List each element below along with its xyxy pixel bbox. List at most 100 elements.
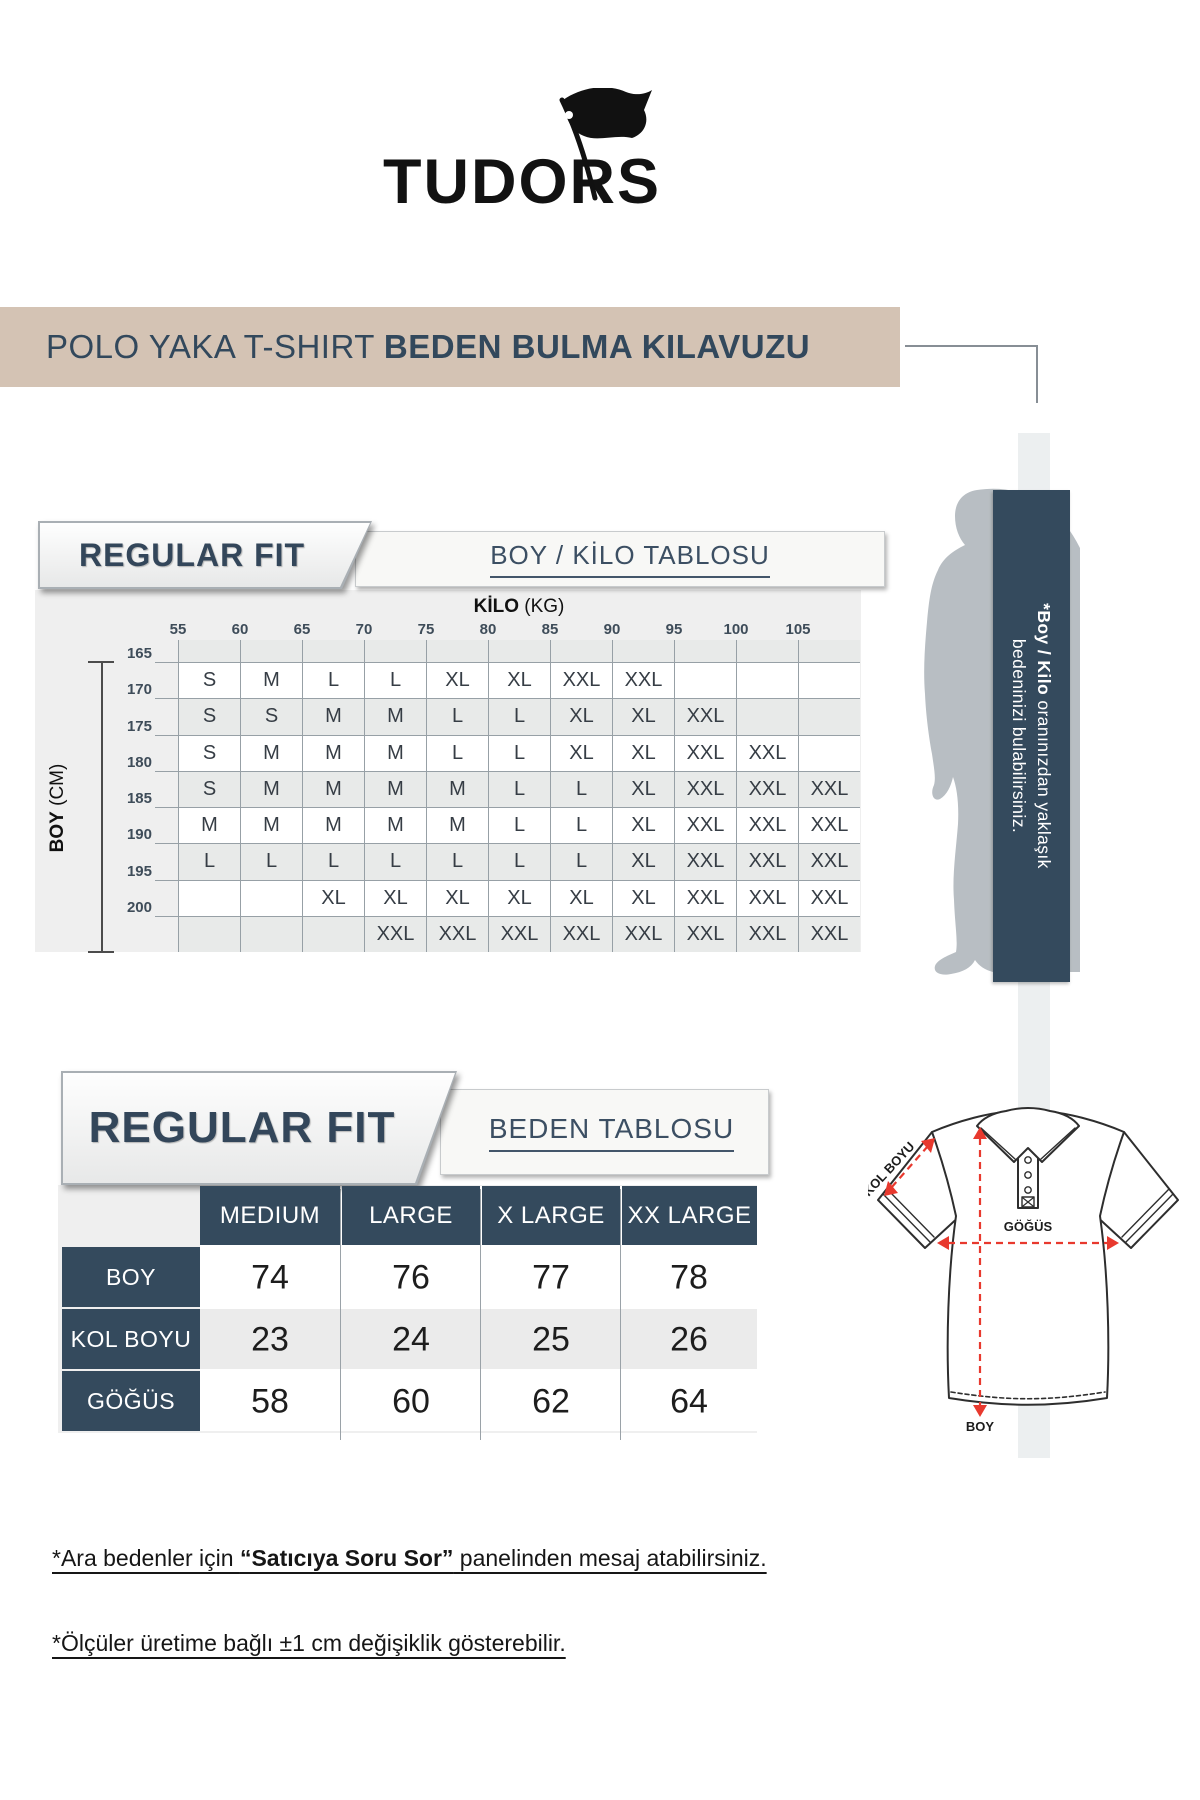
- grid-spacer-cell: [798, 640, 860, 662]
- connector-line-horizontal: [905, 345, 1037, 347]
- beden-value-cell: 24: [392, 1320, 430, 1359]
- grid-size-cell: M: [364, 734, 426, 771]
- grid-spacer-cell: [612, 640, 674, 662]
- beden-col-header: MEDIUM: [200, 1186, 340, 1245]
- grid-size-cell: [736, 662, 798, 699]
- grid-size-cell: L: [488, 807, 550, 844]
- grid-size-cell: XL: [426, 662, 488, 699]
- side-note-text: *Boy / Kilo oranınızdan yaklaşık bedenin…: [1009, 603, 1055, 869]
- beden-row-label: BOY: [62, 1247, 200, 1307]
- grid-size-cell: [240, 879, 302, 916]
- fit-label-2: REGULAR FIT: [88, 1103, 396, 1152]
- grid-size-cell: M: [302, 698, 364, 735]
- grid-size-cell: XL: [612, 843, 674, 880]
- grid-size-cell: XXL: [736, 915, 798, 952]
- grid-spacer-cell: [240, 640, 302, 662]
- grid-size-cell: XXL: [674, 807, 736, 844]
- beden-col-divider: [340, 1189, 341, 1440]
- grid-size-cell: S: [178, 770, 240, 807]
- grid-size-cell: XXL: [488, 915, 550, 952]
- grid-size-cell: XXL: [674, 915, 736, 952]
- beden-col-header: X LARGE: [482, 1186, 620, 1245]
- grid-size-cell: S: [178, 734, 240, 771]
- grid-size-cell: XL: [488, 879, 550, 916]
- beden-value-cell: 64: [670, 1382, 708, 1421]
- grid-size-cell: XL: [612, 879, 674, 916]
- beden-col-header: XX LARGE: [622, 1186, 757, 1245]
- grid-spacer-cell: [302, 640, 364, 662]
- grid-spacer-cell: [736, 640, 798, 662]
- grid-size-cell: XXL: [674, 734, 736, 771]
- grid-size-cell: L: [426, 698, 488, 735]
- grid-size-cell: XL: [302, 879, 364, 916]
- page-title: POLO YAKA T-SHIRT BEDEN BULMA KILAVUZU: [46, 328, 811, 365]
- grid-size-cell: L: [426, 843, 488, 880]
- beden-value-cell: 23: [251, 1320, 289, 1359]
- grid-size-cell: M: [364, 698, 426, 735]
- footnote-2: *Ölçüler üretime bağlı ±1 cm değişiklik …: [52, 1630, 566, 1656]
- grid-size-cell: M: [302, 734, 364, 771]
- grid-size-cell: L: [488, 698, 550, 735]
- grid-size-cell: XL: [364, 879, 426, 916]
- grid-size-cell: XXL: [550, 662, 612, 699]
- y-tick-mark: [155, 807, 178, 808]
- grid-size-cell: S: [178, 662, 240, 699]
- beden-value-cell: 25: [532, 1320, 570, 1359]
- beden-value-cell: 60: [392, 1382, 430, 1421]
- grid-size-cell: L: [488, 734, 550, 771]
- grid-size-cell: XXL: [612, 915, 674, 952]
- y-tick-mark: [155, 843, 178, 845]
- x-tick: 85: [541, 621, 559, 638]
- grid-size-cell: L: [178, 843, 240, 880]
- boy-y-ticks: 165 170 175 180 185 190 195 200: [100, 640, 178, 955]
- grid-size-cell: XXL: [736, 843, 798, 880]
- y-tick: 180: [126, 753, 152, 771]
- beden-value-cell: 62: [532, 1382, 570, 1421]
- grid-size-cell: XXL: [364, 915, 426, 952]
- x-tick: 55: [169, 621, 187, 638]
- grid-size-cell: M: [364, 770, 426, 807]
- grid-size-cell: XL: [488, 662, 550, 699]
- grid-size-cell: XXL: [736, 770, 798, 807]
- grid-size-cell: [178, 915, 240, 952]
- grid-spacer-cell: [550, 640, 612, 662]
- grid-size-cell: XXL: [674, 770, 736, 807]
- grid-size-cell: L: [302, 662, 364, 699]
- boy-kilo-title: BOY / KİLO TABLOSU: [490, 540, 770, 578]
- regular-fit-badge-1: REGULAR FIT: [38, 521, 372, 589]
- grid-size-cell: XL: [426, 879, 488, 916]
- beden-col-divider: [620, 1189, 621, 1440]
- x-tick: 65: [293, 621, 311, 638]
- beden-row-label: GÖĞÜS: [62, 1371, 200, 1431]
- x-tick: 60: [231, 621, 249, 638]
- regular-fit-badge-2: REGULAR FIT: [61, 1071, 457, 1185]
- y-tick: 175: [126, 717, 152, 735]
- grid-spacer-cell: [488, 640, 550, 662]
- grid-size-cell: [674, 662, 736, 699]
- boy-axis-label: BOY (CM): [47, 763, 68, 853]
- y-tick: 200: [126, 898, 152, 916]
- brand-logo: TUDORS: [383, 147, 661, 217]
- y-tick-mark: [155, 879, 178, 881]
- grid-size-cell: L: [302, 843, 364, 880]
- grid-size-cell: L: [488, 770, 550, 807]
- kilo-x-ticks: 55 60 65 70 75 80 85 90 95 100 105: [170, 621, 878, 638]
- boy-axis-cap-bottom: [88, 951, 114, 953]
- grid-size-cell: [798, 734, 860, 771]
- grid-size-cell: XXL: [426, 915, 488, 952]
- grid-spacer-cell: [674, 640, 736, 662]
- x-tick: 70: [355, 621, 373, 638]
- grid-size-cell: S: [240, 698, 302, 735]
- kilo-axis-label: KİLO (KG): [473, 596, 565, 617]
- grid-size-cell: XL: [612, 807, 674, 844]
- boy-axis-line: [101, 662, 103, 952]
- grid-size-cell: XXL: [798, 879, 860, 916]
- grid-spacer-cell: [364, 640, 426, 662]
- beden-value-cell: 26: [670, 1320, 708, 1359]
- y-tick: 195: [126, 862, 152, 880]
- x-tick: 80: [479, 621, 497, 638]
- grid-size-cell: [240, 915, 302, 952]
- grid-size-cell: L: [550, 843, 612, 880]
- beden-value-cell: 58: [251, 1382, 289, 1421]
- grid-size-cell: L: [240, 843, 302, 880]
